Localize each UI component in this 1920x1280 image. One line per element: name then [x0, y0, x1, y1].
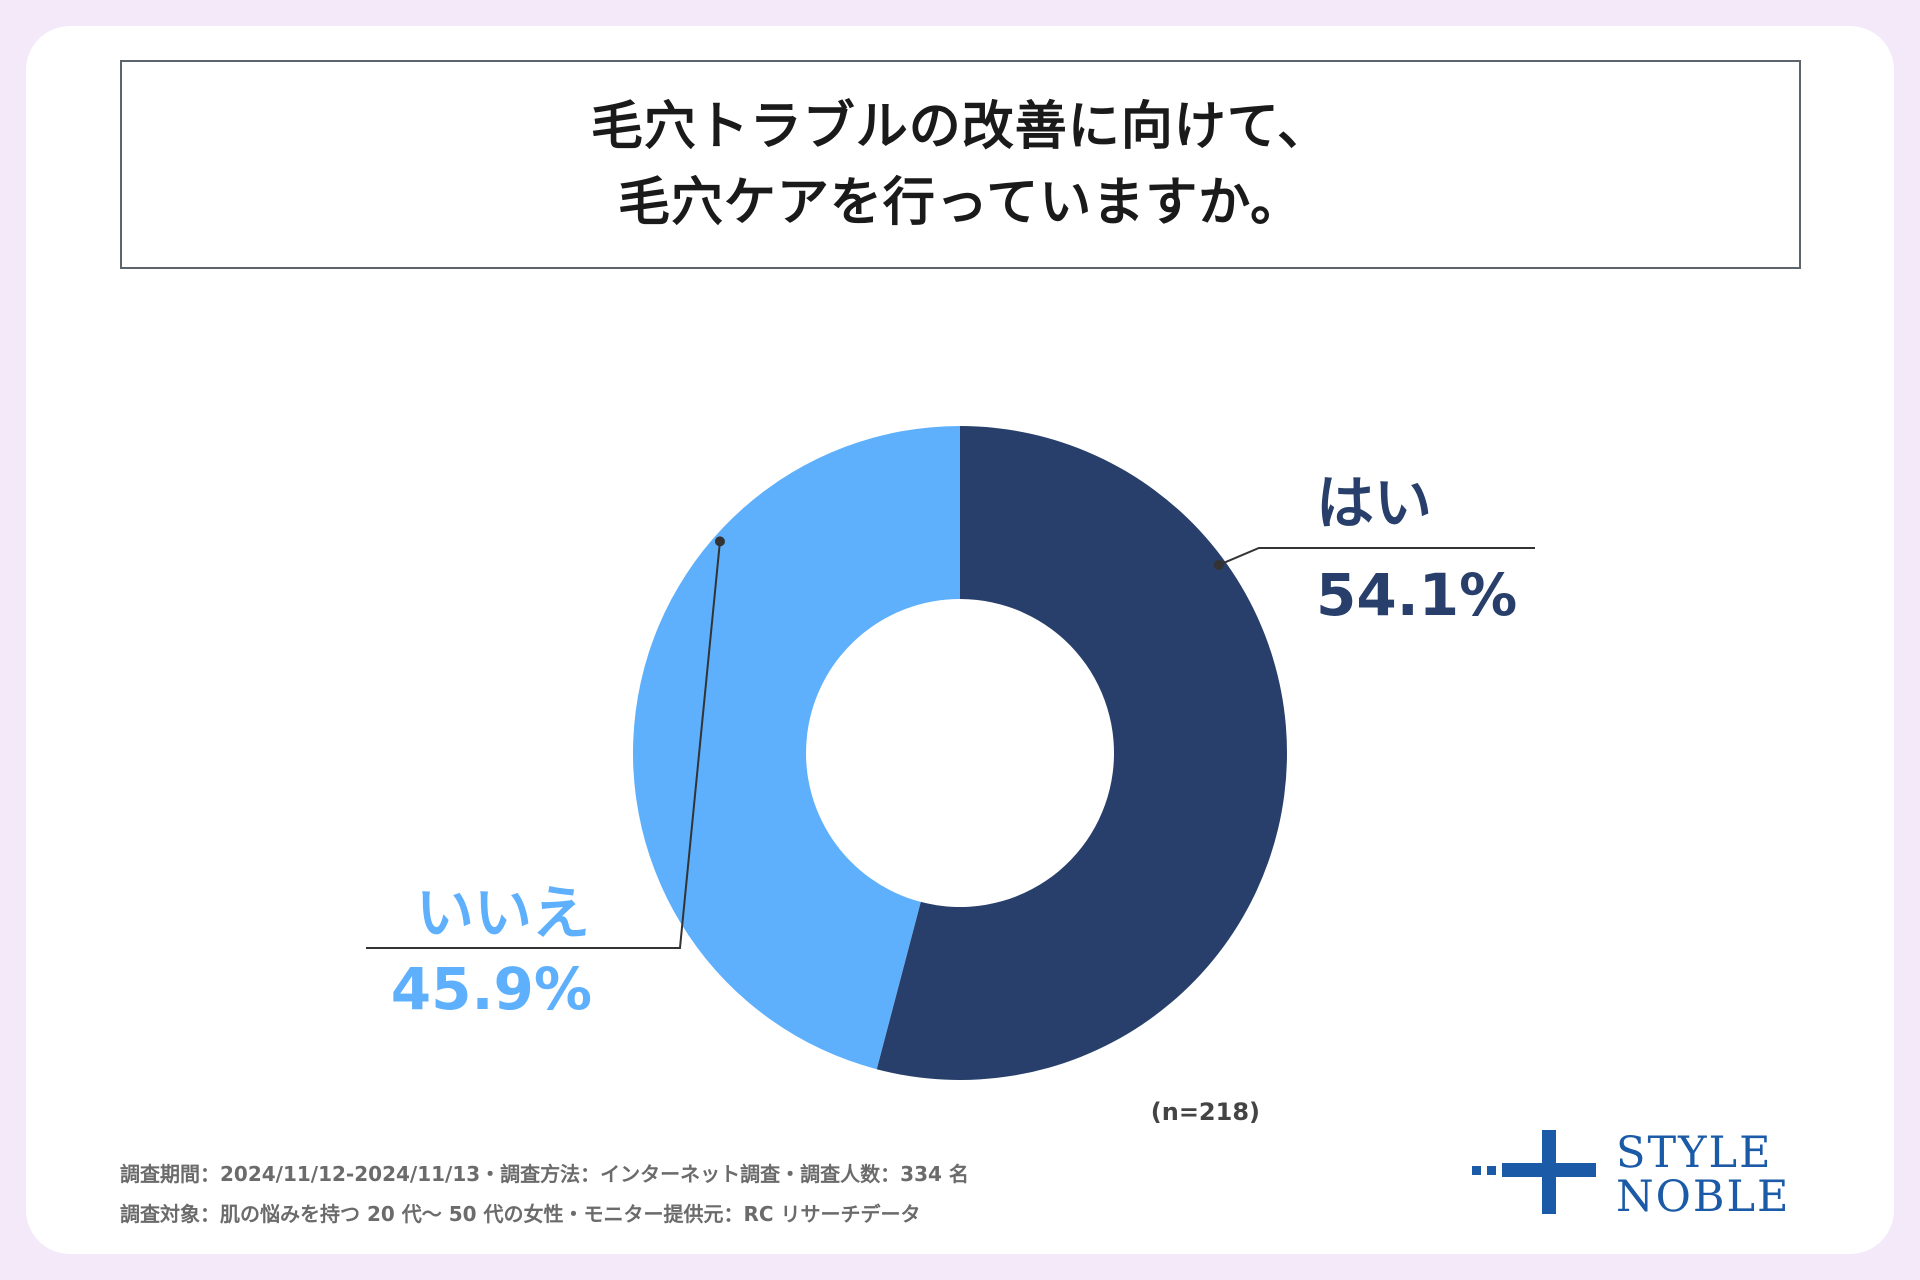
slice-value-yes: 54.1%	[1316, 561, 1517, 629]
logo-text-style: STYLE	[1616, 1128, 1773, 1178]
title-line-2: 毛穴ケアを行っていますか。	[617, 172, 1304, 233]
leader-line-no	[366, 541, 721, 949]
title-line-1: 毛穴トラブルの改善に向けて、	[590, 96, 1331, 157]
footnote-survey-period: 調査期間：2024/11/12-2024/11/13・調査方法：インターネット調…	[120, 1162, 969, 1186]
sample-size-label: (n=218)	[1151, 1098, 1260, 1126]
slice-label-yes: はい	[1316, 469, 1432, 537]
leader-dot-no	[714, 536, 725, 547]
leader-line-yes	[1218, 547, 1535, 566]
slice-label-no: いいえ	[416, 879, 590, 947]
style-noble-logo: STYLE NOBLE	[1472, 1125, 1812, 1220]
title-box: 毛穴トラブルの改善に向けて、 毛穴ケアを行っていますか。	[120, 60, 1801, 269]
logo-plus-mark	[1472, 1130, 1596, 1214]
slice-value-no: 45.9%	[391, 955, 592, 1023]
leader-dot-yes	[1213, 559, 1224, 570]
footnote-survey-target: 調査対象：肌の悩みを持つ 20 代〜 50 代の女性・モニター提供元：RC リサ…	[120, 1202, 921, 1226]
logo-text-noble: NOBLE	[1616, 1172, 1791, 1222]
slice-yes	[876, 426, 1287, 1080]
